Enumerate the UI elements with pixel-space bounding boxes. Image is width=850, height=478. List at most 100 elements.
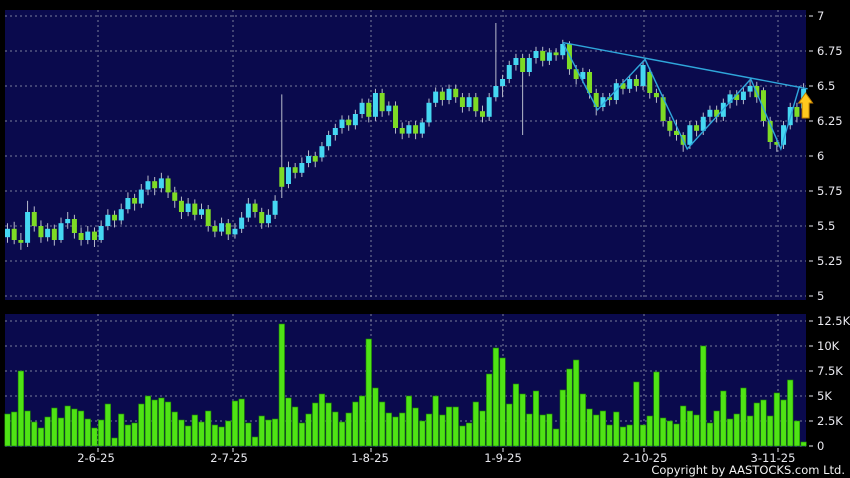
volume-bar [245,422,252,447]
price-tick-label: 5.75 [817,184,843,198]
volume-bar [251,436,259,447]
candle-up [580,72,586,79]
candle-down [694,125,700,131]
candle-up [781,125,787,145]
candle-down [633,79,639,86]
volume-bar [459,425,466,447]
volume-bar [553,428,560,447]
zigzag-trendline [562,42,801,152]
candle-up [25,212,31,243]
panels [5,10,806,447]
candle-up [105,214,111,226]
candle-up [533,51,539,58]
volume-bar [673,423,680,447]
volume-bar [158,397,165,447]
candle-down [312,156,318,162]
volume-bar [733,413,740,447]
date-tick-label: 2-7-25 [210,451,248,465]
date-tick-label: 3-11-25 [751,451,796,465]
volume-bar [726,418,734,447]
candle-up [65,219,71,224]
candle-up [613,83,619,100]
candle-down [794,107,800,117]
candle-down [91,231,97,240]
volume-bar [579,393,586,447]
candle-up [513,58,519,65]
candle-up [125,198,131,210]
price-tick-label: 6.25 [817,114,843,128]
candle-down [540,51,546,61]
candle-up [158,178,164,189]
candle-up [185,203,191,212]
volume-bar [185,425,192,447]
candle-down [71,219,77,233]
volume-bar [171,411,178,447]
volume-bar [64,405,71,447]
volume-bar [218,426,225,447]
volume-bar [352,401,359,447]
date-tick-label: 2-6-25 [77,451,115,465]
volume-bar [24,410,31,447]
volume-bar [686,410,693,447]
volume-bar [31,421,38,447]
volume-bar [506,403,513,447]
candle-down [607,97,613,100]
volume-bar [519,393,526,447]
candle-down [714,109,720,117]
volume-bar [713,410,720,447]
volume-bar [11,411,18,447]
volume-bar [660,417,667,447]
candle-down [660,97,666,121]
candle-up [700,116,706,131]
candle-up [560,44,566,56]
candle-up [386,105,392,112]
candle-down [760,90,766,121]
volume-bar [492,347,499,447]
price-tick-label: 6.75 [817,44,843,58]
candle-down [520,58,526,72]
volume-bar [205,410,212,447]
volume-bar [392,416,399,447]
candle-up [433,91,439,103]
volume-bar [118,413,125,447]
candle-down [205,209,211,226]
volume-bar [332,411,339,447]
gridlines [5,10,806,447]
candle-up [319,146,325,158]
candle-down [366,102,372,117]
volume-bar [231,400,239,447]
candle-down [178,200,184,212]
candles [5,23,807,250]
volume-bar [285,397,292,447]
volume-tick-label: 5K [817,389,832,403]
candle-down [51,228,57,240]
candle-up [486,97,492,117]
candle-up [600,97,606,107]
candle-up [85,231,91,240]
volume-bar [486,373,493,447]
candle-up [272,200,278,215]
candle-up [727,94,733,103]
volume-tick-label: 0 [817,439,824,453]
candle-up [239,217,245,229]
volume-bar [653,371,660,447]
volume-bar [573,359,580,447]
candle-down [573,69,579,79]
candle-up [419,122,425,134]
volume-bar [278,323,285,447]
candle-up [352,114,358,126]
volume-bar [706,422,714,447]
candle-down [620,83,626,89]
volume-bar [198,421,205,447]
candle-down [18,240,24,243]
volume-bar [452,406,459,447]
candle-up [98,226,104,240]
candle-up [306,156,312,163]
volume-bar [98,419,105,447]
volume-bar [700,345,707,447]
volume-bar [432,395,439,447]
volume-bar [138,403,145,447]
volume-bar [305,413,312,447]
